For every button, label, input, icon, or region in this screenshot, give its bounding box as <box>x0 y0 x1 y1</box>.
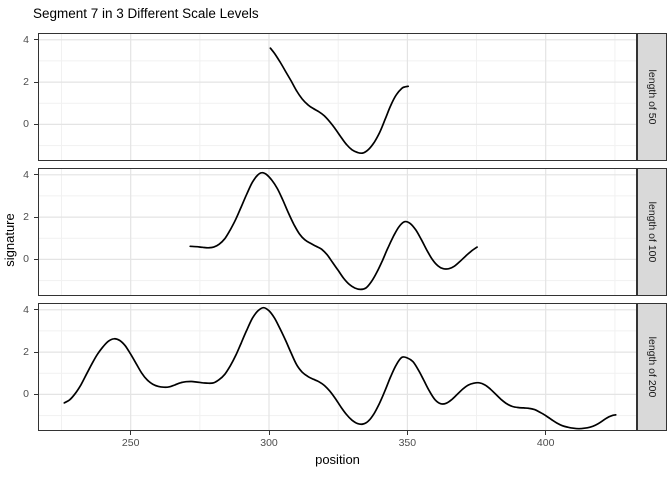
y-tick-label: 0 <box>23 388 29 401</box>
facet-row-length-200: 4 2 0 length of 200 <box>0 303 672 431</box>
facet-panel-length-100 <box>38 168 637 296</box>
y-tick-label: 2 <box>23 76 29 89</box>
y-tick-label: 2 <box>23 346 29 359</box>
y-tick-label: 0 <box>23 118 29 131</box>
y-tick-label: 4 <box>23 168 29 181</box>
series-line <box>189 171 478 291</box>
facet-strip-label: length of 50 <box>646 69 658 125</box>
y-tick-mark <box>34 309 38 311</box>
facet-strip-label: length of 100 <box>646 201 658 263</box>
series-line <box>269 47 410 155</box>
x-tick-label: 300 <box>260 437 278 449</box>
y-tick-mark <box>34 258 38 260</box>
y-tick-label: 4 <box>23 303 29 316</box>
x-axis: 250 300 350 400 <box>0 431 672 451</box>
facet-strip: length of 50 <box>637 33 667 161</box>
x-tick-label: 400 <box>536 437 555 449</box>
facet-strip: length of 100 <box>637 168 667 296</box>
y-tick-mark <box>34 216 38 218</box>
panel-border <box>38 33 637 161</box>
x-tick-label: 250 <box>121 437 140 449</box>
facet-row-length-50: 4 2 0 length of 50 <box>0 33 672 161</box>
y-tick-label: 4 <box>23 33 29 46</box>
y-tick-mark <box>34 351 38 353</box>
chart-title: Segment 7 in 3 Different Scale Levels <box>33 6 259 21</box>
y-tick-mark <box>34 81 38 83</box>
x-tick-label: 350 <box>398 437 417 449</box>
x-tick-mark <box>406 431 408 435</box>
facet-strip: length of 200 <box>637 303 667 431</box>
y-tick-mark <box>34 39 38 41</box>
y-tick-mark <box>34 174 38 176</box>
y-tick-mark <box>34 123 38 125</box>
x-tick-mark <box>268 431 270 435</box>
x-tick-mark <box>130 431 132 435</box>
panel-border <box>38 168 637 296</box>
y-axis-ticks: 4 2 0 <box>0 33 38 161</box>
y-tick-mark <box>34 393 38 395</box>
facet-strip-label: length of 200 <box>646 336 658 398</box>
facet-row-length-100: 4 2 0 length of 100 <box>0 168 672 296</box>
y-axis-ticks: 4 2 0 <box>0 168 38 296</box>
y-tick-label: 2 <box>23 211 29 224</box>
facet-panel-length-200 <box>38 303 637 431</box>
x-tick-mark <box>545 431 547 435</box>
y-axis-ticks: 4 2 0 <box>0 303 38 431</box>
x-axis-title: position <box>315 452 360 467</box>
facet-panel-length-50 <box>38 33 637 161</box>
y-tick-label: 0 <box>23 253 29 266</box>
series-line <box>63 306 617 430</box>
panel-border <box>38 303 637 431</box>
